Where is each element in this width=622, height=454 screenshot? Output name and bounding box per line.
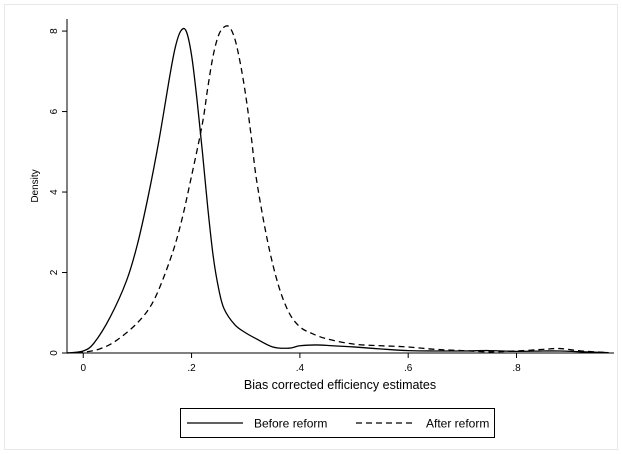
axes [66, 19, 614, 354]
legend: Before reform After reform [180, 408, 495, 438]
y-ticks: 0 2 4 6 8 [49, 28, 67, 356]
y-tick-label: 0 [49, 350, 60, 356]
x-tick-label: .4 [296, 363, 305, 374]
legend-label-after-reform: After reform [426, 417, 489, 431]
x-ticks: 0.2.4.6.81 [80, 353, 521, 374]
y-tick-label: 2 [49, 269, 60, 275]
y-tick-label: 4 [49, 189, 60, 195]
x-tick-label: 0 [80, 363, 86, 374]
x-tick-label: .6 [404, 363, 413, 374]
x-axis-label: Bias corrected efficiency estimates [244, 378, 436, 392]
legend-label-before-reform: Before reform [254, 417, 327, 431]
y-axis-label: Density [30, 169, 41, 202]
y-tick-label: 8 [49, 28, 60, 34]
x-tick-label: .2 [187, 363, 196, 374]
x-tick-label: .8 [512, 363, 521, 374]
y-tick-label: 6 [49, 108, 60, 114]
series-layer [66, 25, 609, 354]
chart-outer-frame [4, 4, 618, 450]
series-line-after-reform [66, 25, 609, 354]
